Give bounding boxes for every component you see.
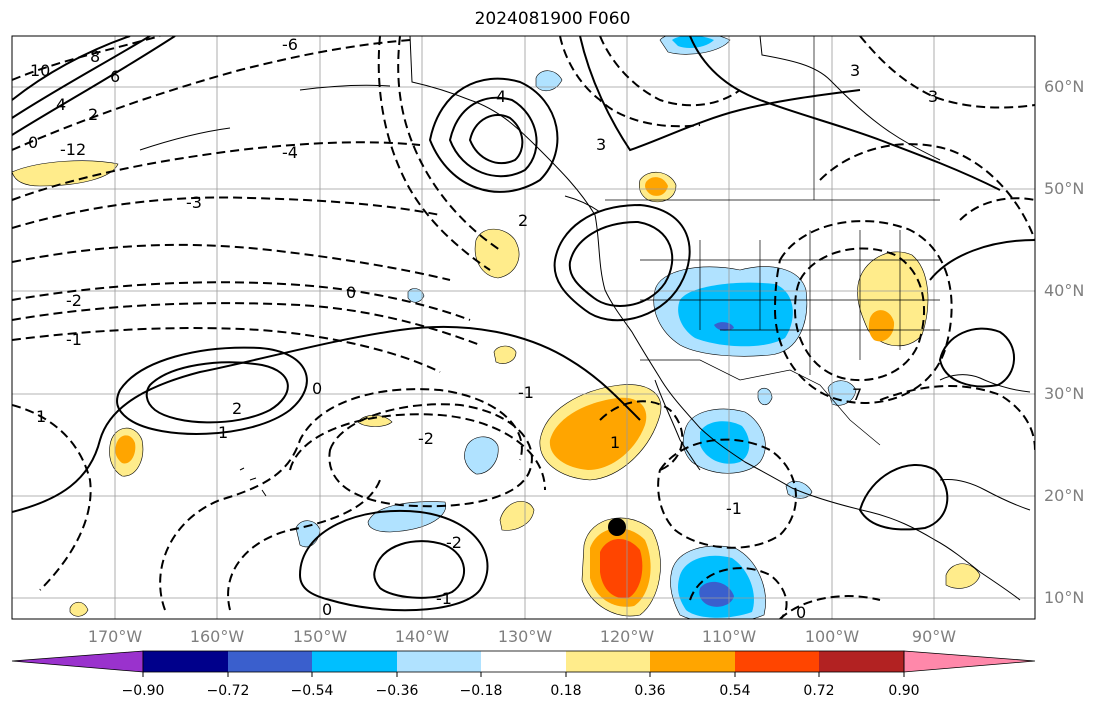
contour-label: 1: [610, 433, 620, 452]
contour-label: -12: [60, 140, 86, 159]
lon-label: 150°W: [292, 627, 348, 646]
lon-label: 120°W: [599, 627, 655, 646]
lat-label: 20°N: [1044, 486, 1085, 505]
lat-label: 50°N: [1044, 179, 1085, 198]
lon-label: 140°W: [394, 627, 450, 646]
contour-label: 0: [322, 600, 332, 619]
colorbar-tick-label: 0.90: [888, 683, 920, 699]
map-frame: [11, 35, 1036, 620]
contour-label: -4: [282, 143, 298, 162]
colorbar-tick-label: 0.72: [803, 683, 835, 699]
contour-label: 1: [36, 407, 46, 426]
lat-label: 40°N: [1044, 281, 1085, 300]
contour-label: 6: [110, 67, 120, 86]
lon-label: 160°W: [189, 627, 245, 646]
contour-label: 10: [30, 61, 50, 80]
colorbar-tick-label: −0.90: [121, 683, 165, 699]
contour-label: -2: [66, 291, 82, 310]
lat-label: 60°N: [1044, 77, 1085, 96]
colorbar-tick-label: −0.36: [375, 683, 419, 699]
contour-label: 3: [928, 87, 938, 106]
anomaly-warm-2-core: [600, 538, 643, 599]
anomaly-warm-3-core: [868, 310, 895, 342]
colorbar-tick-label: 0.36: [634, 683, 666, 699]
contour-label: 3: [596, 135, 606, 154]
anomaly-warm-1-core: [549, 397, 647, 470]
borders: [605, 36, 940, 446]
contour-labels: 10 8 6 4 2 0 -12 -6 -4 -3 -2 -1 0 1 2 3 …: [28, 35, 938, 622]
contours-solid: [12, 36, 1035, 612]
contour-label: -1: [66, 330, 82, 349]
contour-label: 7: [852, 385, 862, 404]
anomaly-cool-1-core: [678, 282, 793, 347]
colorbar-tick-label: −0.18: [459, 683, 503, 699]
colorbar-tick-label: 0.18: [550, 683, 582, 699]
contour-label: 8: [90, 47, 100, 66]
contour-label: -1: [436, 589, 452, 608]
contour-label: -6: [282, 35, 298, 54]
lat-label: 10°N: [1044, 588, 1085, 607]
contour-label: 2: [88, 105, 98, 124]
location-marker: [608, 518, 626, 536]
shaded-anomalies: [12, 36, 981, 619]
contour-label: 0: [346, 283, 356, 302]
contour-label: 4: [496, 87, 506, 106]
contour-label: 1: [218, 423, 228, 442]
contour-label: -2: [446, 533, 462, 552]
contour-label: 3: [850, 61, 860, 80]
contour-label: 2: [518, 211, 528, 230]
lon-label: 130°W: [497, 627, 553, 646]
lon-label: 170°W: [87, 627, 143, 646]
lon-label: 90°W: [911, 627, 957, 646]
colorbar-tick-label: −0.54: [290, 683, 334, 699]
graticule: [12, 36, 1035, 619]
contour-label: 0: [28, 133, 38, 152]
plot-title: 2024081900 F060: [474, 9, 631, 29]
lat-label: 30°N: [1044, 384, 1085, 403]
contour-label: 2: [232, 399, 242, 418]
contour-label: 0: [796, 603, 806, 622]
colorbar-upper-extension: [903, 650, 1036, 673]
colorbar: [11, 650, 1036, 677]
contour-label: -1: [518, 383, 534, 402]
lon-label: 110°W: [701, 627, 757, 646]
colorbar-tick-label: 0.54: [719, 683, 751, 699]
colorbar-tick-label: −0.72: [206, 683, 250, 699]
contour-label: -2: [418, 429, 434, 448]
contours-dashed: [12, 36, 1035, 619]
lon-label: 100°W: [804, 627, 860, 646]
contour-label: -3: [186, 193, 202, 212]
colorbar-lower-extension: [11, 650, 144, 673]
contour-label: 4: [56, 95, 66, 114]
contour-label: 0: [312, 379, 322, 398]
contour-label: -1: [726, 499, 742, 518]
